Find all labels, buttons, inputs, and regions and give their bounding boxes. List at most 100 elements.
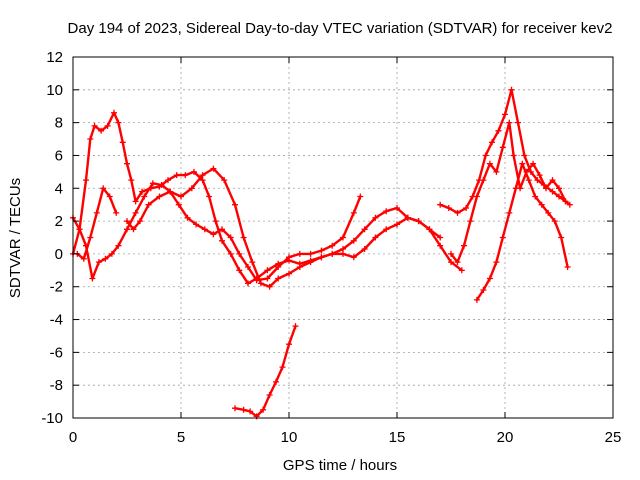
data-point-marker bbox=[100, 185, 107, 192]
x-tick-label: 5 bbox=[177, 429, 185, 446]
data-point-marker bbox=[257, 280, 264, 287]
data-point-marker bbox=[292, 323, 299, 330]
data-point-marker bbox=[448, 250, 454, 257]
data-point-marker bbox=[350, 254, 357, 261]
data-point-marker bbox=[545, 209, 552, 216]
data-point-marker bbox=[350, 237, 357, 244]
data-point-marker bbox=[210, 231, 217, 238]
data-point-marker bbox=[83, 177, 89, 184]
data-point-marker bbox=[115, 119, 122, 126]
data-point-marker bbox=[499, 144, 506, 151]
data-point-marker bbox=[115, 242, 122, 249]
data-point-marker bbox=[124, 226, 130, 233]
plot-frame bbox=[72, 56, 614, 419]
series-line bbox=[439, 88, 571, 215]
data-point-marker bbox=[499, 234, 506, 241]
data-point-marker bbox=[426, 226, 433, 233]
data-point-marker bbox=[495, 127, 502, 134]
data-point-marker bbox=[480, 177, 487, 184]
tick-labels: 0 5 10 15 20 25 -10 -8 -6 -4 -2 0 2 4 6 8 10 12 bbox=[41, 49, 621, 446]
data-point-marker bbox=[227, 234, 234, 241]
data-point-marker bbox=[275, 264, 282, 270]
data-point-marker bbox=[266, 283, 273, 290]
data-point-marker bbox=[454, 259, 461, 266]
data-point-marker bbox=[357, 193, 364, 200]
data-point-marker bbox=[467, 218, 474, 225]
data-point-marker bbox=[551, 218, 558, 225]
data-point-marker bbox=[95, 259, 102, 266]
data-point-marker bbox=[549, 188, 556, 195]
data-point-marker bbox=[76, 226, 83, 233]
x-tick-label: 25 bbox=[605, 429, 622, 446]
data-point-marker bbox=[458, 267, 465, 274]
x-tick-label: 10 bbox=[281, 429, 298, 446]
data-point-marker bbox=[473, 193, 480, 200]
data-point-marker bbox=[119, 139, 126, 146]
data-point-marker bbox=[562, 198, 569, 205]
data-point-marker bbox=[266, 392, 273, 398]
data-point-marker bbox=[530, 160, 537, 167]
data-point-marker bbox=[141, 193, 148, 200]
data-point-marker bbox=[502, 111, 508, 118]
data-point-marker bbox=[247, 408, 254, 415]
series-track-f bbox=[437, 86, 573, 216]
data-point-marker bbox=[515, 119, 521, 126]
x-tick-label: 15 bbox=[389, 429, 406, 446]
data-point-marker bbox=[543, 185, 549, 192]
data-point-marker bbox=[286, 270, 292, 277]
data-point-marker bbox=[264, 275, 271, 282]
data-point-marker bbox=[415, 218, 422, 225]
data-point-marker bbox=[219, 226, 225, 233]
data-point-marker bbox=[286, 254, 292, 261]
data-point-marker bbox=[137, 218, 143, 225]
data-point-marker bbox=[165, 177, 171, 184]
series-line bbox=[233, 324, 297, 418]
data-point-marker bbox=[486, 160, 493, 167]
series-line bbox=[71, 182, 362, 282]
data-point-marker bbox=[260, 406, 267, 413]
data-point-marker bbox=[111, 109, 117, 116]
data-point-marker bbox=[372, 214, 379, 221]
data-point-marker bbox=[191, 168, 197, 175]
series-line bbox=[449, 121, 567, 264]
data-point-marker bbox=[128, 177, 135, 184]
data-point-marker bbox=[221, 177, 228, 184]
data-point-marker bbox=[538, 201, 545, 208]
data-point-marker bbox=[394, 221, 400, 228]
data-point-marker bbox=[232, 405, 238, 412]
data-point-marker bbox=[463, 205, 470, 211]
data-point-marker bbox=[98, 127, 105, 134]
data-point-marker bbox=[113, 209, 120, 216]
data-point-marker bbox=[279, 364, 286, 371]
data-point-marker bbox=[102, 255, 109, 262]
data-point-marker bbox=[219, 237, 225, 244]
data-point-marker bbox=[350, 209, 357, 216]
x-axis-title: GPS time / hours bbox=[283, 457, 397, 474]
data-point-marker bbox=[340, 234, 346, 241]
data-point-marker bbox=[521, 152, 528, 159]
axis-ticks bbox=[72, 56, 614, 419]
series-track-e bbox=[232, 323, 299, 420]
data-point-marker bbox=[232, 201, 238, 208]
data-point-marker bbox=[534, 177, 541, 184]
data-series bbox=[70, 86, 573, 420]
y-tick-label: -4 bbox=[50, 312, 63, 329]
data-point-marker bbox=[87, 234, 94, 241]
x-tick-label: 20 bbox=[497, 429, 514, 446]
data-point-marker bbox=[510, 152, 517, 159]
y-tick-label: 8 bbox=[55, 115, 63, 132]
data-point-marker bbox=[206, 193, 213, 200]
data-point-marker bbox=[296, 250, 303, 257]
data-point-marker bbox=[448, 259, 454, 266]
data-point-marker bbox=[556, 185, 562, 192]
data-point-marker bbox=[91, 122, 98, 129]
data-point-marker bbox=[536, 172, 543, 179]
data-point-marker bbox=[437, 234, 444, 241]
data-point-marker bbox=[80, 255, 87, 262]
data-point-marker bbox=[404, 214, 411, 221]
data-point-marker bbox=[383, 208, 390, 215]
data-point-marker bbox=[489, 139, 495, 146]
data-point-marker bbox=[461, 242, 467, 249]
data-point-marker bbox=[184, 214, 191, 221]
